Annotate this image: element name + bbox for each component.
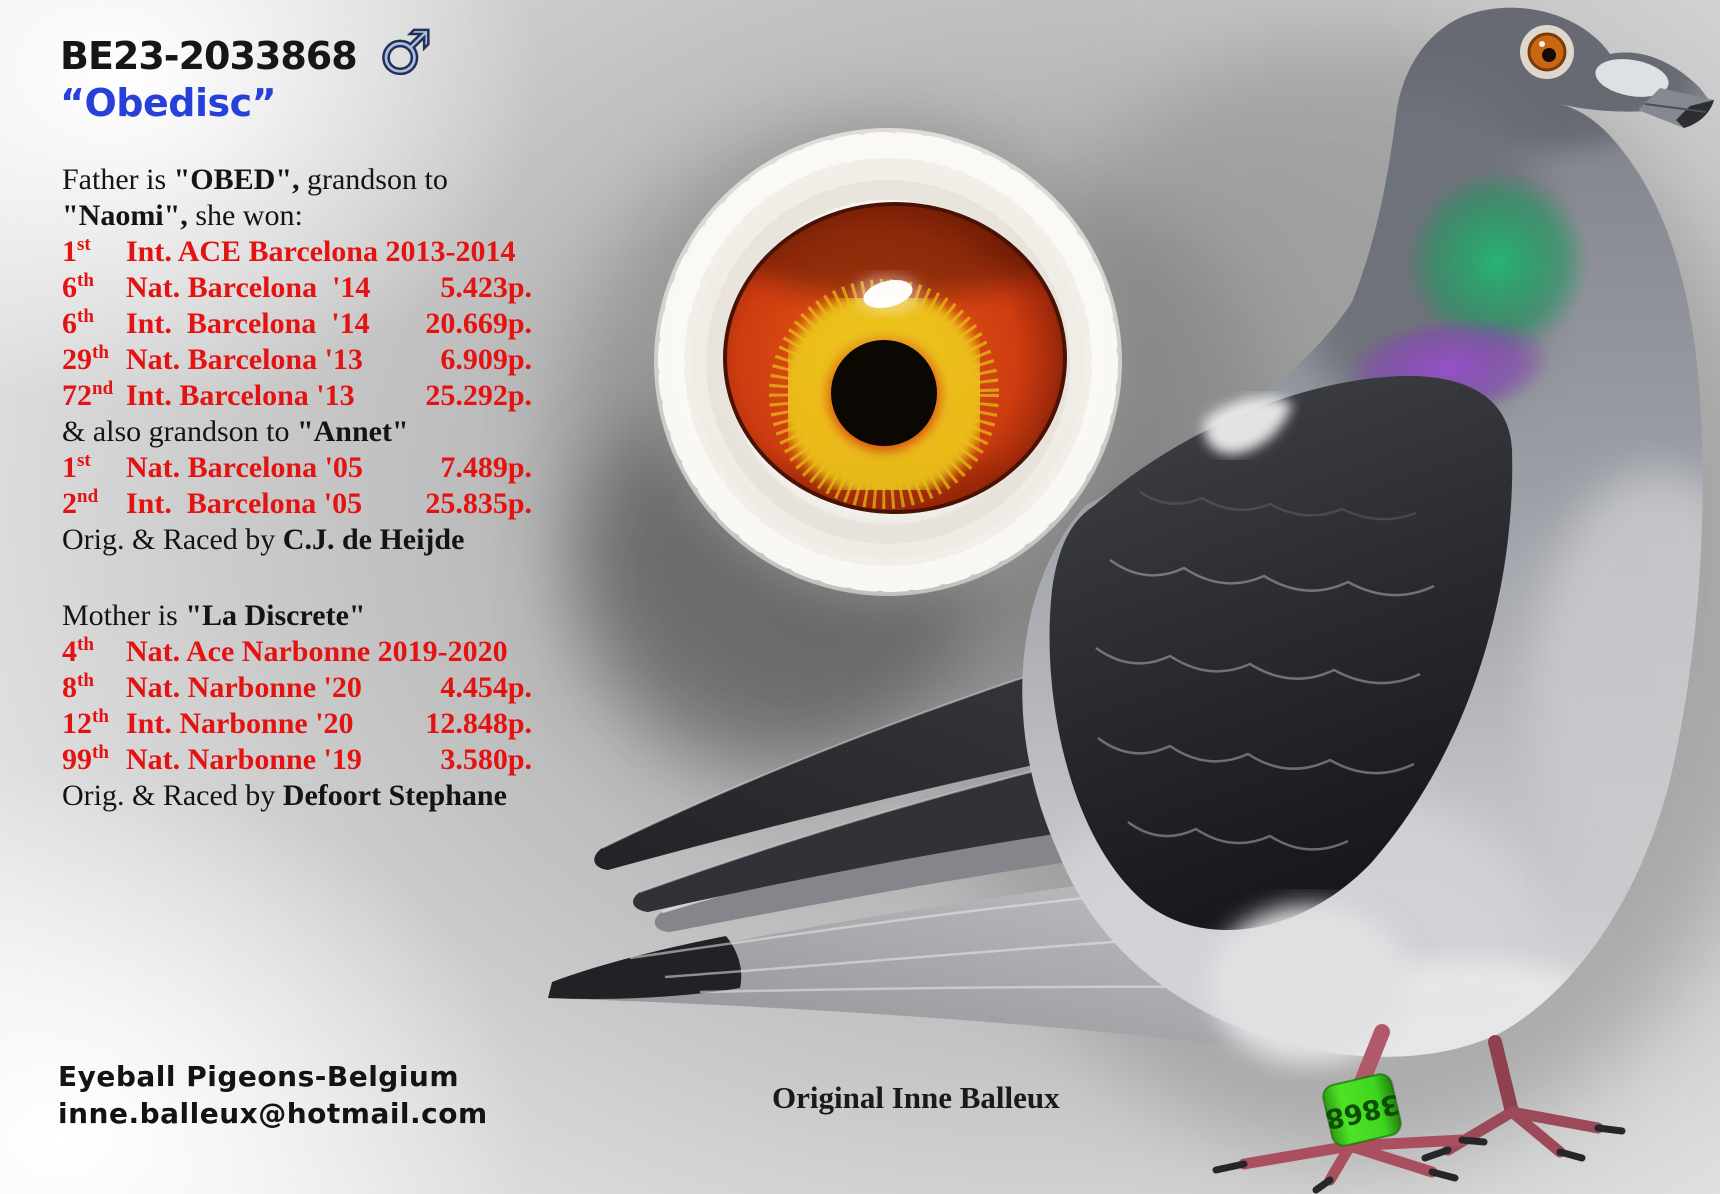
- text-segment: Father is: [62, 163, 174, 196]
- male-symbol-icon: ♂: [377, 18, 433, 88]
- pigeon-photo: 3868: [548, 7, 1714, 1194]
- race-place: 1st: [62, 450, 91, 484]
- eye-photo: [648, 122, 1128, 602]
- father-name: "OBED",: [173, 163, 300, 196]
- text-segment: & also grandson to: [62, 415, 297, 448]
- race-name: Int. Barcelona '05: [126, 487, 363, 520]
- text-segment: Orig. & Raced by: [62, 779, 283, 812]
- text-segment: she won:: [187, 199, 303, 232]
- race-name: Nat. Ace Narbonne 2019-2020: [126, 635, 508, 668]
- mother-name: "La Discrete": [185, 599, 366, 632]
- pigeon-head: [1520, 25, 1714, 128]
- head-eye-pupil: [1542, 48, 1556, 62]
- text-segment: grandson to: [299, 163, 448, 196]
- loft-name: Eyeball Pigeons-Belgium: [58, 1060, 460, 1093]
- beak-dark-tip: [1676, 100, 1714, 128]
- wing-shield: [1049, 375, 1513, 931]
- race-name: Nat. Barcelona '13: [126, 343, 363, 376]
- race-place: 4th: [62, 634, 94, 668]
- beak-mouth-line: [1644, 103, 1707, 113]
- header: BE23-2033868 ♂ “Obedisc”: [60, 22, 434, 126]
- grandmother-name-2: "Annet": [296, 415, 409, 448]
- race-place: 2nd: [62, 486, 99, 520]
- race-name: Int. Barcelona '14: [126, 307, 370, 340]
- race-place: 72nd: [62, 378, 114, 412]
- race-result-row: 8th Nat. Narbonne '20 4.454p.: [62, 670, 532, 706]
- race-pigeons: 12.848p.: [425, 707, 532, 740]
- father-pedigree: Father is "OBED", grandson to "Naomi", s…: [62, 162, 532, 558]
- tail-black-tip: [548, 936, 742, 999]
- mother-intro-line: Mother is "La Discrete": [62, 598, 532, 634]
- text-segment: Mother is: [62, 599, 186, 632]
- race-place: 1st: [62, 234, 91, 268]
- father-origin-line: Orig. & Raced by C.J. de Heijde: [62, 522, 532, 558]
- photo-credit: Original Inne Balleux: [772, 1080, 1060, 1115]
- race-result-row: 1st Nat. Barcelona '05 7.489p.: [62, 450, 532, 486]
- race-place: 6th: [62, 270, 94, 304]
- race-place: 29th: [62, 342, 109, 376]
- race-result-row: 1st Int. ACE Barcelona 2013-2014: [62, 234, 532, 270]
- race-name: Nat. Narbonne '19: [126, 743, 362, 776]
- race-name: Nat. Barcelona '05: [126, 451, 363, 484]
- ring-number: BE23-2033868: [60, 34, 358, 78]
- race-place: 99th: [62, 742, 109, 776]
- race-name: Int. ACE Barcelona 2013-2014: [126, 235, 516, 268]
- race-name: Nat. Barcelona '14: [126, 271, 371, 304]
- father-also-line: & also grandson to "Annet": [62, 414, 532, 450]
- race-result-row: 6th Int. Barcelona '14 20.669p.: [62, 306, 532, 342]
- contact-block: Eyeball Pigeons-Belgium inne.balleux@hot…: [58, 1058, 488, 1132]
- race-place: 8th: [62, 670, 94, 704]
- race-result-row: 12th Int. Narbonne '20 12.848p.: [62, 706, 532, 742]
- race-result-row: 99th Nat. Narbonne '19 3.580p.: [62, 742, 532, 778]
- contact-email: inne.balleux@hotmail.com: [58, 1097, 488, 1130]
- grandmother-name: "Naomi",: [62, 199, 188, 232]
- beak-wattle: [1595, 59, 1669, 97]
- race-result-row: 6th Nat. Barcelona '14 5.423p.: [62, 270, 532, 306]
- text-segment: Orig. & Raced by: [62, 523, 283, 556]
- father-intro-line1: Father is "OBED", grandson to: [62, 162, 532, 198]
- race-place: 12th: [62, 706, 109, 740]
- race-result-row: 2nd Int. Barcelona '05 25.835p.: [62, 486, 532, 522]
- pigeon-name: “Obedisc”: [60, 81, 277, 125]
- race-pigeons: 25.292p.: [425, 379, 532, 412]
- neck-green-iridescence: [1406, 170, 1590, 354]
- pigeon-feet: [1212, 1024, 1626, 1194]
- father-breeder-name: C.J. de Heijde: [282, 523, 465, 556]
- race-name: Nat. Narbonne '20: [126, 671, 362, 704]
- father-intro-line2: "Naomi", she won:: [62, 198, 532, 234]
- head-eye-highlight: [1539, 41, 1545, 47]
- race-pigeons: 7.489p.: [440, 451, 532, 484]
- mother-origin-line: Orig. & Raced by Defoort Stephane: [62, 778, 532, 814]
- leg-band: 3868: [1322, 1073, 1402, 1147]
- race-pigeons: 4.454p.: [440, 671, 532, 704]
- race-pigeons: 5.423p.: [440, 271, 532, 304]
- thigh-fluff: [1210, 905, 1410, 1065]
- mother-pedigree: Mother is "La Discrete" 4th Nat. Ace Narb…: [62, 598, 532, 814]
- eye-highlight-glow: [854, 274, 922, 314]
- shield-feather-scallops: [1095, 490, 1435, 851]
- race-pigeons: 6.909p.: [440, 343, 532, 376]
- race-result-row: 29th Nat. Barcelona '13 6.909p.: [62, 342, 532, 378]
- race-name: Int. Barcelona '13: [126, 379, 355, 412]
- head-eye-iris-rim: [1527, 32, 1567, 72]
- race-pigeons: 20.669p.: [425, 307, 532, 340]
- race-pigeons: 3.580p.: [440, 743, 532, 776]
- mother-breeder-name: Defoort Stephane: [282, 779, 507, 812]
- race-name: Int. Narbonne '20: [126, 707, 354, 740]
- race-pigeons: 25.835p.: [425, 487, 532, 520]
- race-result-row: 72nd Int. Barcelona '13 25.292p.: [62, 378, 532, 414]
- pupil: [831, 340, 937, 446]
- shoulder-white-patch: [1203, 397, 1292, 455]
- race-result-row: 4th Nat. Ace Narbonne 2019-2020: [62, 634, 532, 670]
- race-place: 6th: [62, 306, 94, 340]
